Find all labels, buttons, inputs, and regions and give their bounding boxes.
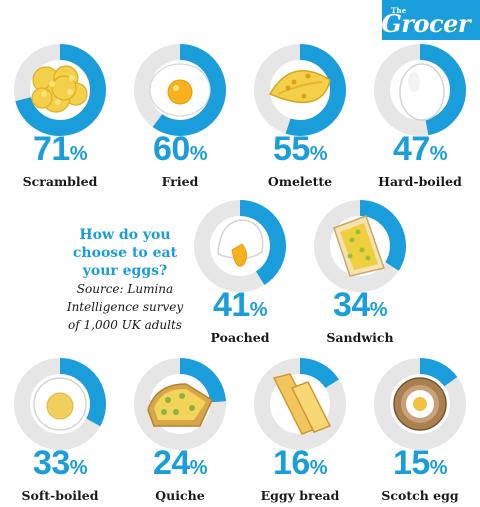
value-arc — [134, 358, 226, 450]
question-line: your eggs? — [82, 263, 168, 279]
scrambled-egg-icon — [31, 65, 88, 113]
category-label: Eggy bread — [260, 488, 340, 503]
source-line: Intelligence survey — [66, 300, 184, 314]
value-label: 47% — [392, 130, 448, 168]
hard-boiled-egg-icon — [399, 63, 445, 121]
question-line: How do you — [79, 227, 171, 243]
value-label: 15% — [392, 444, 448, 482]
fried-egg-icon — [149, 63, 211, 117]
category-label: Sandwich — [326, 330, 394, 345]
value-label: 33% — [32, 444, 88, 482]
chart-source: Source: Lumina Intelligence survey of 1,… — [60, 280, 190, 334]
category-label: Fried — [161, 174, 199, 189]
omelette-icon — [268, 70, 331, 104]
ring-chart — [252, 42, 348, 138]
egg-item: 15% Scotch egg — [360, 356, 480, 506]
category-label: Hard-boiled — [378, 174, 462, 189]
egg-item: 24% Quiche — [120, 356, 240, 506]
value-arc — [314, 200, 406, 292]
category-label: Scotch egg — [381, 488, 459, 503]
egg-item: 71% Scrambled — [0, 42, 120, 192]
egg-item: 34% Sandwich — [300, 198, 420, 348]
egg-item: 16% Eggy bread — [240, 356, 360, 506]
egg-item: 41% Poached — [180, 198, 300, 348]
egg-sandwich-icon — [333, 215, 385, 277]
value-arc — [254, 358, 346, 450]
poached-egg-icon — [217, 219, 264, 267]
value-arc — [14, 44, 106, 136]
egg-item: 60% Fried — [120, 42, 240, 192]
brand-the: The — [391, 6, 407, 15]
egg-item: 55% Omelette — [240, 42, 360, 192]
value-arc — [254, 44, 346, 136]
ring-chart — [192, 198, 288, 294]
category-label: Quiche — [155, 488, 205, 503]
category-label: Scrambled — [22, 174, 98, 189]
value-label: 41% — [212, 286, 268, 324]
ring-chart — [132, 42, 228, 138]
value-label: 34% — [332, 286, 388, 324]
value-arc — [374, 44, 466, 136]
ring-chart — [372, 42, 468, 138]
category-label: Poached — [210, 330, 270, 345]
ring-chart — [372, 356, 468, 452]
ring-chart — [12, 42, 108, 138]
ring-chart — [252, 356, 348, 452]
source-line: Source: Lumina — [76, 282, 174, 296]
source-line: of 1,000 UK adults — [68, 318, 182, 332]
ring-chart — [12, 356, 108, 452]
value-label: 55% — [272, 130, 328, 168]
chart-question: How do you choose to eat your eggs? — [60, 226, 190, 280]
value-arc — [194, 200, 286, 292]
quiche-icon — [147, 383, 213, 427]
ring-chart — [312, 198, 408, 294]
brand-name: Grocer — [381, 8, 470, 38]
value-label: 71% — [32, 130, 88, 168]
egg-item: 33% Soft-boiled — [0, 356, 120, 506]
value-label: 16% — [272, 444, 328, 482]
grocer-logo: The Grocer — [381, 0, 480, 40]
value-label: 24% — [152, 444, 208, 482]
soft-boiled-egg-icon — [33, 377, 87, 431]
value-arc — [14, 358, 106, 450]
value-label: 60% — [152, 130, 208, 168]
value-arc — [374, 358, 466, 450]
scotch-egg-icon — [393, 377, 447, 431]
category-label: Soft-boiled — [21, 488, 99, 503]
question-line: choose to eat — [72, 245, 178, 261]
ring-chart — [132, 356, 228, 452]
egg-item: 47% Hard-boiled — [360, 42, 480, 192]
value-arc — [134, 44, 226, 136]
eggy-bread-icon — [272, 373, 332, 435]
category-label: Omelette — [267, 174, 333, 189]
